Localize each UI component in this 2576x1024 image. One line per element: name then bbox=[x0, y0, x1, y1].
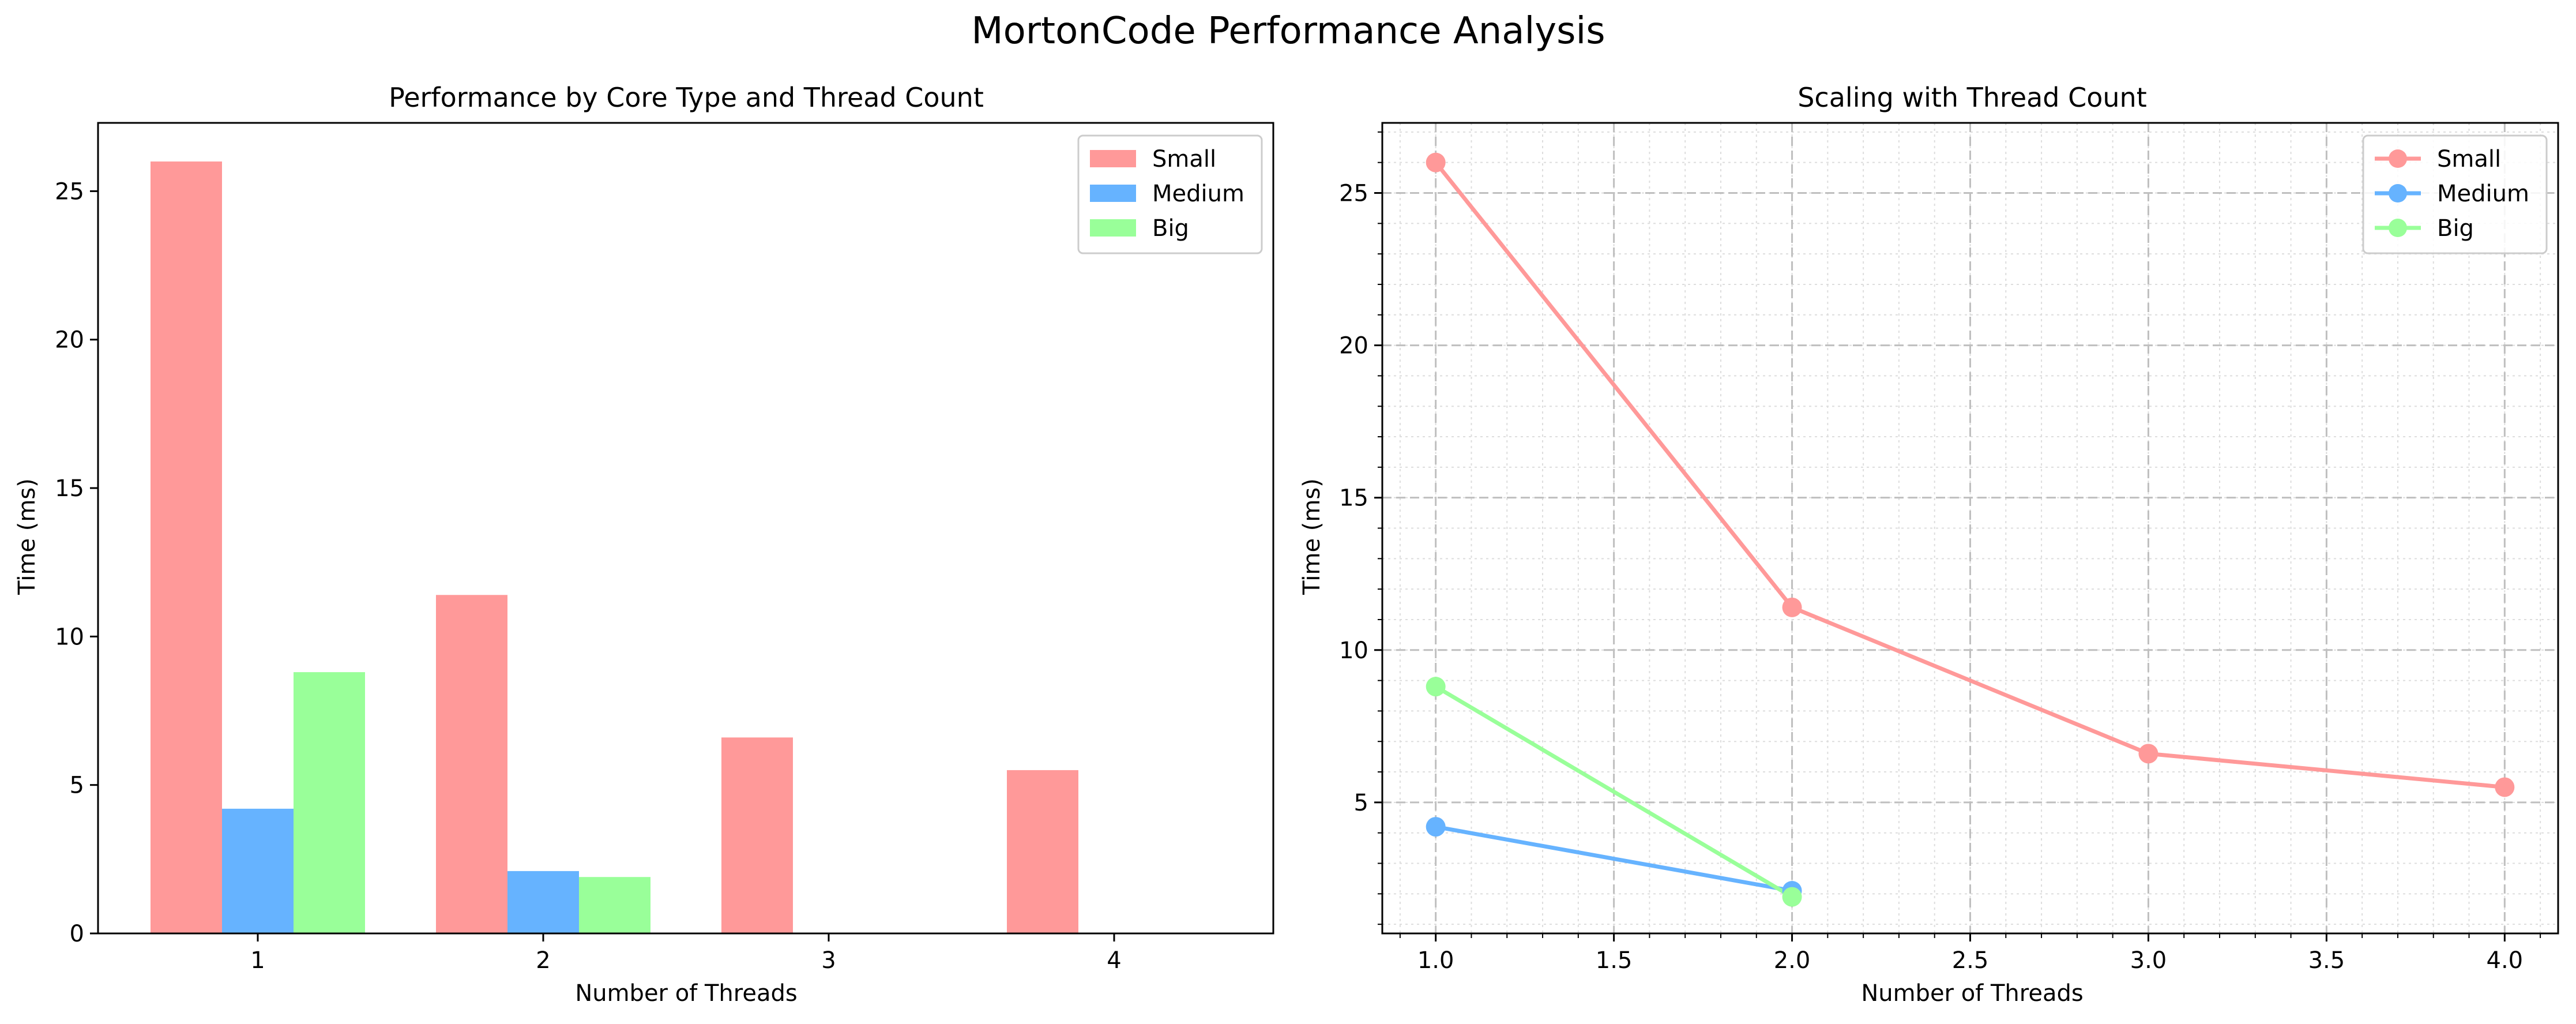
point-small-3 bbox=[2138, 744, 2158, 764]
bar-ytick-label: 0 bbox=[70, 921, 84, 947]
legend-label-medium: Medium bbox=[2437, 181, 2529, 207]
bar-chart-xlabel: Number of Threads bbox=[575, 980, 797, 1007]
bar-xtick-label: 1 bbox=[250, 947, 265, 974]
bar-plot-frame bbox=[97, 122, 1274, 935]
point-small-1 bbox=[1426, 152, 1446, 172]
legend-box bbox=[2362, 134, 2548, 254]
line-xtick-label: 3.5 bbox=[2308, 947, 2345, 974]
line-ytick-label: 15 bbox=[1339, 485, 1368, 512]
bar-medium-1 bbox=[222, 808, 294, 933]
line-ytick-label: 20 bbox=[1339, 333, 1368, 359]
point-small-2 bbox=[1782, 597, 1802, 617]
legend-swatch-medium bbox=[1090, 185, 1136, 202]
legend-label-big: Big bbox=[2437, 215, 2474, 242]
bar-chart-title: Performance by Core Type and Thread Coun… bbox=[389, 82, 984, 113]
bar-ytick-label: 15 bbox=[55, 475, 84, 502]
point-big-1 bbox=[1426, 677, 1446, 697]
line-xtick-label: 4.0 bbox=[2487, 947, 2524, 974]
line-xtick-label: 2.5 bbox=[1952, 947, 1989, 974]
bar-small-3 bbox=[721, 737, 793, 933]
bar-xtick-label: 3 bbox=[821, 947, 836, 974]
bar-ytick-label: 25 bbox=[55, 178, 84, 205]
legend-marker-small bbox=[2389, 149, 2407, 168]
line-chart-xlabel: Number of Threads bbox=[1861, 980, 2083, 1007]
line-xtick-label: 2.0 bbox=[1774, 947, 1811, 974]
point-small-4 bbox=[2495, 777, 2515, 797]
series-line-small bbox=[1434, 161, 2505, 789]
bar-big-1 bbox=[294, 672, 365, 933]
bar-xtick-label: 2 bbox=[536, 947, 550, 974]
legend-label-small: Small bbox=[1152, 146, 1216, 172]
legend-marker-medium bbox=[2389, 184, 2407, 202]
bar-ytick-label: 10 bbox=[55, 624, 84, 650]
bar-ytick-label: 5 bbox=[70, 772, 84, 799]
bar-small-2 bbox=[436, 595, 507, 933]
line-ytick-label: 10 bbox=[1339, 637, 1368, 664]
legend-label-small: Small bbox=[2437, 146, 2501, 172]
bar-ytick-label: 20 bbox=[55, 327, 84, 354]
figure-title: MortonCode Performance Analysis bbox=[971, 10, 1605, 52]
line-ytick-label: 25 bbox=[1339, 180, 1368, 207]
point-big-2 bbox=[1782, 887, 1802, 907]
series-line-medium bbox=[1435, 824, 1793, 893]
bar-small-1 bbox=[151, 161, 222, 933]
legend-swatch-small bbox=[1090, 150, 1136, 167]
series-line-big bbox=[1434, 685, 1793, 899]
line-chart-ylabel: Time (ms) bbox=[1299, 478, 1325, 595]
line-xtick-label: 3.0 bbox=[2130, 947, 2167, 974]
line-plot-area: 1.0 1.5 2.0 2.5 3.0 3.5 4.0 5 10 15 20 25 Small Mediu… bbox=[1339, 122, 2559, 974]
line-xtick-label: 1.0 bbox=[1417, 947, 1454, 974]
point-medium-1 bbox=[1426, 817, 1446, 837]
line-xtick-label: 1.5 bbox=[1596, 947, 1633, 974]
bar-chart-ylabel: Time (ms) bbox=[14, 478, 40, 595]
bar-small-4 bbox=[1007, 770, 1078, 933]
line-ytick-label: 5 bbox=[1354, 790, 1368, 816]
legend-label-medium: Medium bbox=[1152, 181, 1244, 207]
bar-plot-area: 0 5 10 15 20 25 1 2 3 4 Small Medium Big bbox=[55, 122, 1274, 974]
line-chart-panel: Scaling with Thread Count 1.0 1.5 2.0 2.5 3.… bbox=[1299, 82, 2559, 1007]
bar-xtick-label: 4 bbox=[1107, 947, 1121, 974]
bar-medium-2 bbox=[507, 871, 579, 933]
legend-swatch-big bbox=[1090, 219, 1136, 237]
bar-chart-panel: Performance by Core Type and Thread Coun… bbox=[14, 82, 1274, 1007]
bar-big-2 bbox=[579, 877, 650, 933]
legend-label-big: Big bbox=[1152, 215, 1189, 242]
line-chart-title: Scaling with Thread Count bbox=[1797, 82, 2147, 113]
legend-marker-big bbox=[2389, 219, 2407, 237]
